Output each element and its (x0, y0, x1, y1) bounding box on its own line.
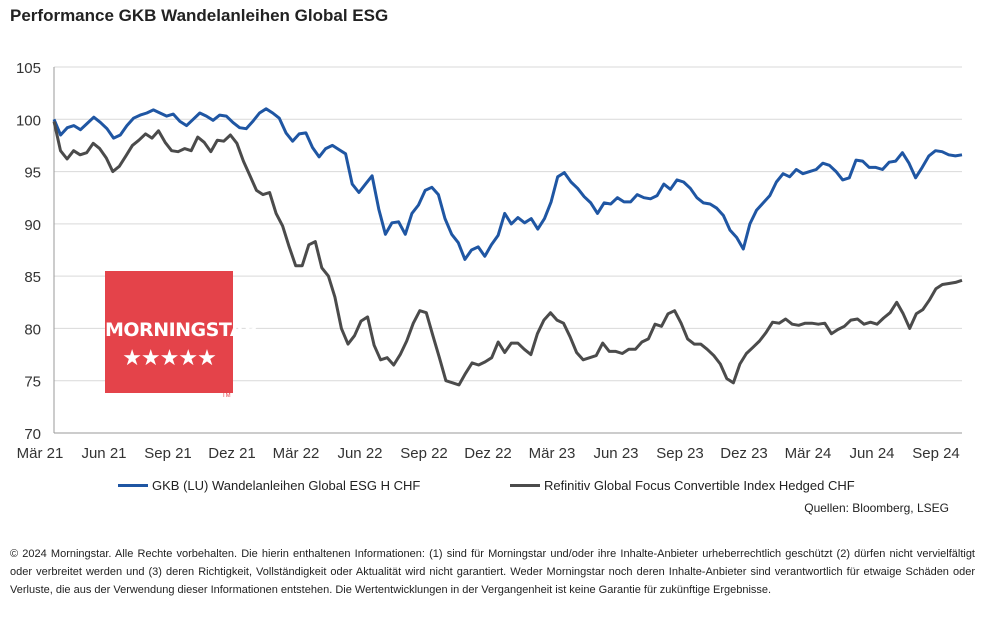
x-tick-label: Mär 23 (529, 445, 576, 462)
line-chart: 70 75 80 85 90 95 100 105 Mär 21 Jun 21 Sep 21 Dez… (16, 60, 963, 462)
chart-title: Performance GKB Wandelanleihen Global ES… (10, 6, 389, 25)
x-tick-label: Mär 24 (785, 445, 832, 462)
series-lines (52, 107, 963, 387)
x-tick-label: Jun 24 (849, 445, 894, 462)
x-tick-label: Dez 21 (208, 445, 256, 462)
x-tick-label: Sep 22 (400, 445, 448, 462)
morningstar-wordmark: MORNINGSTAR (105, 319, 259, 341)
y-tick-label: 70 (24, 426, 41, 443)
y-tick-label: 105 (16, 60, 41, 77)
x-tick-label: Jun 22 (337, 445, 382, 462)
legend-item-index: Refinitiv Global Focus Convertible Index… (510, 478, 855, 493)
legend-swatch-fund (118, 484, 148, 487)
x-tick-label: Sep 23 (656, 445, 704, 462)
x-tick-label: Sep 21 (144, 445, 192, 462)
x-tick-label: Mär 21 (17, 445, 64, 462)
trademark-mark: TM (222, 393, 231, 399)
sources-note: Quellen: Bloomberg, LSEG (804, 501, 949, 515)
legend-label-index: Refinitiv Global Focus Convertible Index… (544, 478, 855, 493)
x-tick-label: Dez 22 (464, 445, 512, 462)
x-tick-label: Sep 24 (912, 445, 960, 462)
disclaimer-text: © 2024 Morningstar. Alle Rechte vorbehal… (10, 548, 975, 596)
y-axis-ticks: 70 75 80 85 90 95 100 105 (16, 60, 41, 443)
legend-swatch-index (510, 484, 540, 487)
y-tick-label: 95 (24, 165, 41, 182)
series-line-1 (52, 121, 963, 387)
morningstar-logo: MORNINGSTAR ★★★★★ (105, 271, 259, 393)
legend-label-fund: GKB (LU) Wandelanleihen Global ESG H CHF (152, 478, 421, 493)
x-tick-label: Jun 23 (593, 445, 638, 462)
five-star-rating-icon: ★★★★★ (122, 345, 217, 370)
y-tick-label: 90 (24, 217, 41, 234)
y-tick-label: 80 (24, 321, 41, 338)
x-tick-label: Mär 22 (273, 445, 320, 462)
y-tick-label: 75 (24, 374, 41, 391)
series-line-0 (52, 107, 963, 261)
x-axis-ticks: Mär 21 Jun 21 Sep 21 Dez 21 Mär 22 Jun 22 Sep … (17, 445, 960, 462)
grid-lines (53, 66, 962, 434)
legend-item-fund: GKB (LU) Wandelanleihen Global ESG H CHF (118, 478, 420, 493)
x-tick-label: Dez 23 (720, 445, 768, 462)
y-tick-label: 85 (24, 269, 41, 286)
x-tick-label: Jun 21 (81, 445, 126, 462)
y-tick-label: 100 (16, 112, 41, 129)
